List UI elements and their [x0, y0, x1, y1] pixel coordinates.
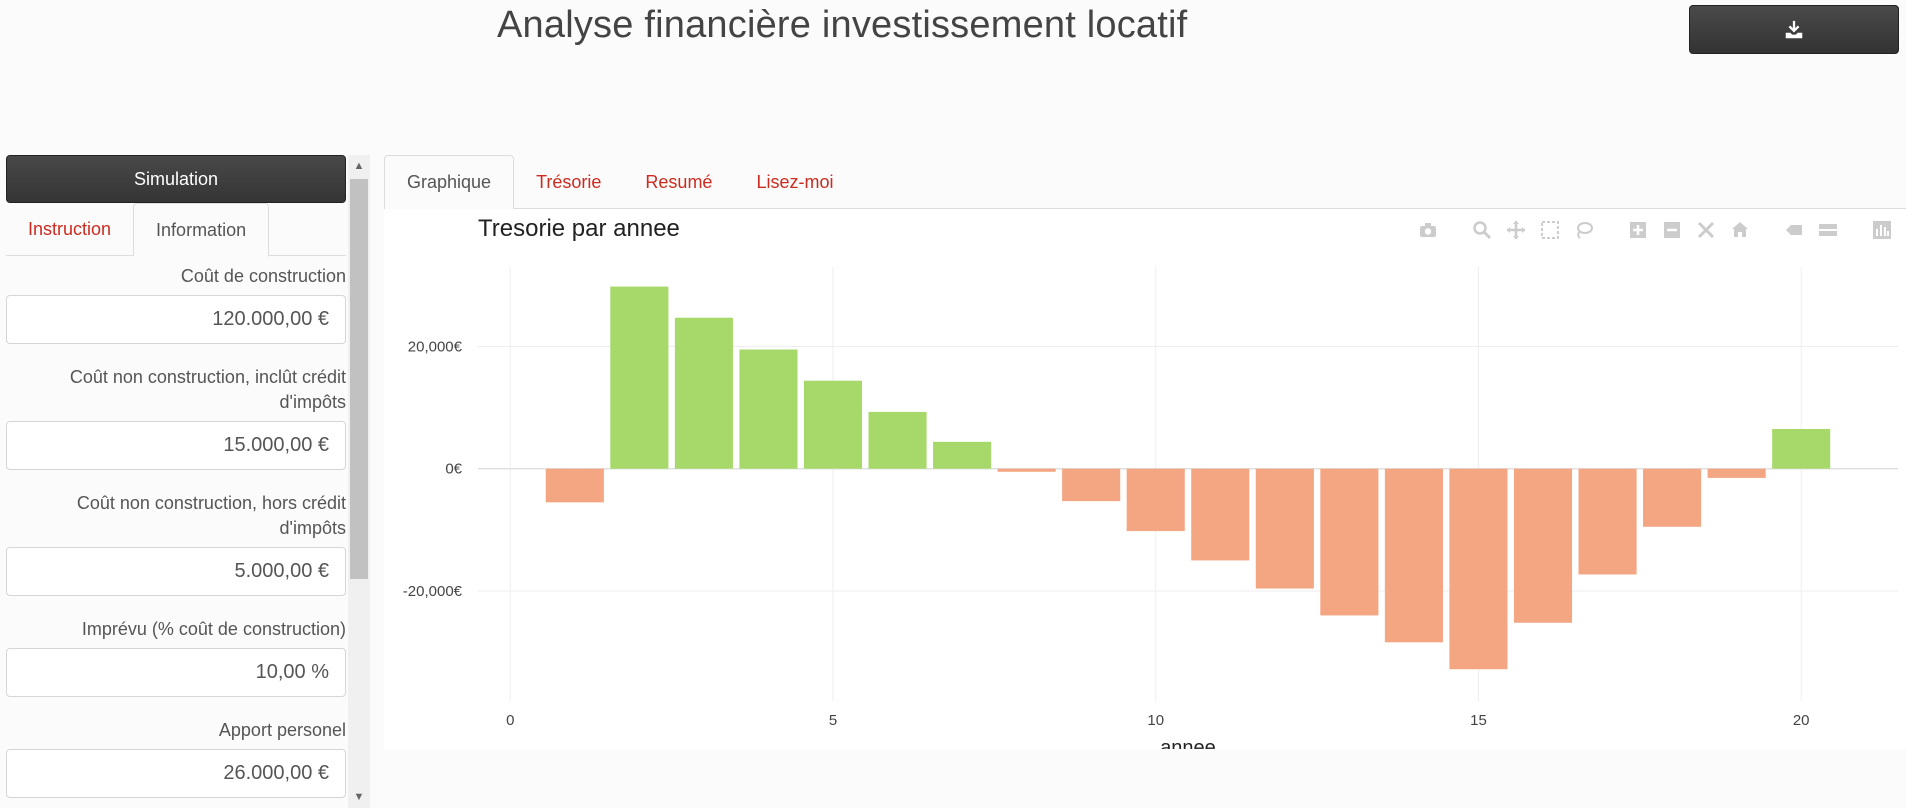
camera-icon[interactable] — [1412, 217, 1444, 243]
download-icon — [1785, 20, 1803, 38]
chart-bar[interactable] — [1449, 468, 1508, 670]
box-select-icon[interactable] — [1534, 217, 1566, 243]
sidebar-scrollbar[interactable]: ▲ ▼ — [348, 155, 370, 808]
tab-resume[interactable]: Resumé — [645, 171, 713, 192]
chart-bar[interactable] — [1578, 468, 1637, 575]
page-title: Analyse financière investissement locati… — [497, 4, 1188, 46]
pan-icon[interactable] — [1500, 217, 1532, 243]
x-axis-label: annee — [1160, 737, 1216, 749]
field-label: Imprévu (% coût de construction) — [81, 619, 346, 639]
y-tick-label: 0€ — [445, 461, 462, 478]
field-cout-non-construction-credit: Coût non construction, inclût crédit d'i… — [6, 365, 346, 470]
field-label: Coût non construction, inclût crédit d'i… — [69, 367, 346, 412]
hover-closest-icon[interactable] — [1778, 217, 1810, 243]
chart-bar[interactable] — [1062, 468, 1121, 502]
lasso-icon[interactable] — [1568, 217, 1600, 243]
zoom-in-icon[interactable] — [1622, 217, 1654, 243]
x-tick-label: 0 — [506, 712, 514, 729]
x-tick-label: 15 — [1470, 712, 1487, 729]
chart-bar[interactable] — [1320, 468, 1379, 616]
chart-bar[interactable] — [1707, 468, 1766, 478]
chart-bar[interactable] — [997, 468, 1056, 472]
y-tick-label: -20,000€ — [403, 583, 463, 600]
field-cout-construction: Coût de construction — [6, 264, 346, 344]
autoscale-icon[interactable] — [1690, 217, 1722, 243]
x-tick-label: 20 — [1793, 712, 1810, 729]
hover-compare-icon[interactable] — [1812, 217, 1844, 243]
sidebar-tabs: Instruction Information — [6, 203, 346, 257]
chart-bar[interactable] — [674, 317, 733, 469]
chart-bar[interactable] — [1513, 468, 1573, 623]
field-label: Apport personel — [218, 720, 346, 740]
cout-non-construction-credit-input[interactable] — [6, 421, 346, 470]
chart-bar[interactable] — [803, 380, 863, 469]
chart-title: Tresorie par annee — [478, 215, 680, 242]
tab-graphique[interactable]: Graphique — [384, 155, 515, 210]
tab-tresorie[interactable]: Trésorie — [536, 171, 602, 192]
scroll-down-icon[interactable]: ▼ — [353, 791, 365, 803]
scroll-up-icon[interactable]: ▲ — [353, 160, 365, 172]
chart-bar[interactable] — [1384, 468, 1443, 643]
main-tabs: Graphique Trésorie Resumé Lisez-moi — [384, 155, 1906, 210]
bar-chart[interactable]: 0 5 10 15 20 -20,000€ 0€ 20,000€ annee — [384, 209, 1906, 749]
simulation-button[interactable]: Simulation — [6, 155, 346, 203]
chart-bar[interactable] — [610, 286, 669, 469]
chart-bar[interactable] — [1191, 468, 1250, 561]
chart-modebar — [1412, 217, 1898, 243]
field-imprevu: Imprévu (% coût de construction) — [6, 617, 346, 697]
chart-bar[interactable] — [933, 441, 992, 469]
chart-bar[interactable] — [545, 468, 604, 503]
tab-lisez-moi[interactable]: Lisez-moi — [756, 171, 834, 192]
download-button[interactable] — [1689, 5, 1899, 54]
plotly-logo-icon[interactable] — [1866, 217, 1898, 243]
chart-bar[interactable] — [1255, 468, 1314, 589]
y-tick-label: 20,000€ — [408, 338, 463, 355]
tab-instruction[interactable]: Instruction — [28, 219, 112, 239]
scroll-thumb[interactable] — [350, 179, 368, 579]
chart-bar[interactable] — [1772, 428, 1831, 469]
reset-axes-icon[interactable] — [1724, 217, 1756, 243]
field-apport-personel: Apport personel — [6, 718, 346, 798]
chart-panel: 0 5 10 15 20 -20,000€ 0€ 20,000€ annee Tresorie … — [384, 209, 1906, 749]
cout-construction-input[interactable] — [6, 295, 346, 344]
chart-bar[interactable] — [739, 349, 798, 469]
chart-bar[interactable] — [1643, 468, 1702, 527]
sidebar-panel: Simulation Instruction Information Coût … — [6, 155, 346, 808]
chart-bar[interactable] — [868, 411, 927, 469]
imprevu-input[interactable] — [6, 648, 346, 697]
cout-non-construction-hors-input[interactable] — [6, 547, 346, 596]
field-label: Coût de construction — [180, 266, 346, 286]
field-cout-non-construction-hors: Coût non construction, hors crédit d'imp… — [6, 491, 346, 596]
zoom-icon[interactable] — [1466, 217, 1498, 243]
x-tick-label: 5 — [829, 712, 837, 729]
field-label: Coût non construction, hors crédit d'imp… — [76, 493, 346, 538]
zoom-out-icon[interactable] — [1656, 217, 1688, 243]
tab-information[interactable]: Information — [133, 203, 270, 257]
apport-personel-input[interactable] — [6, 749, 346, 798]
chart-bar[interactable] — [1126, 468, 1185, 532]
x-tick-label: 10 — [1147, 712, 1164, 729]
